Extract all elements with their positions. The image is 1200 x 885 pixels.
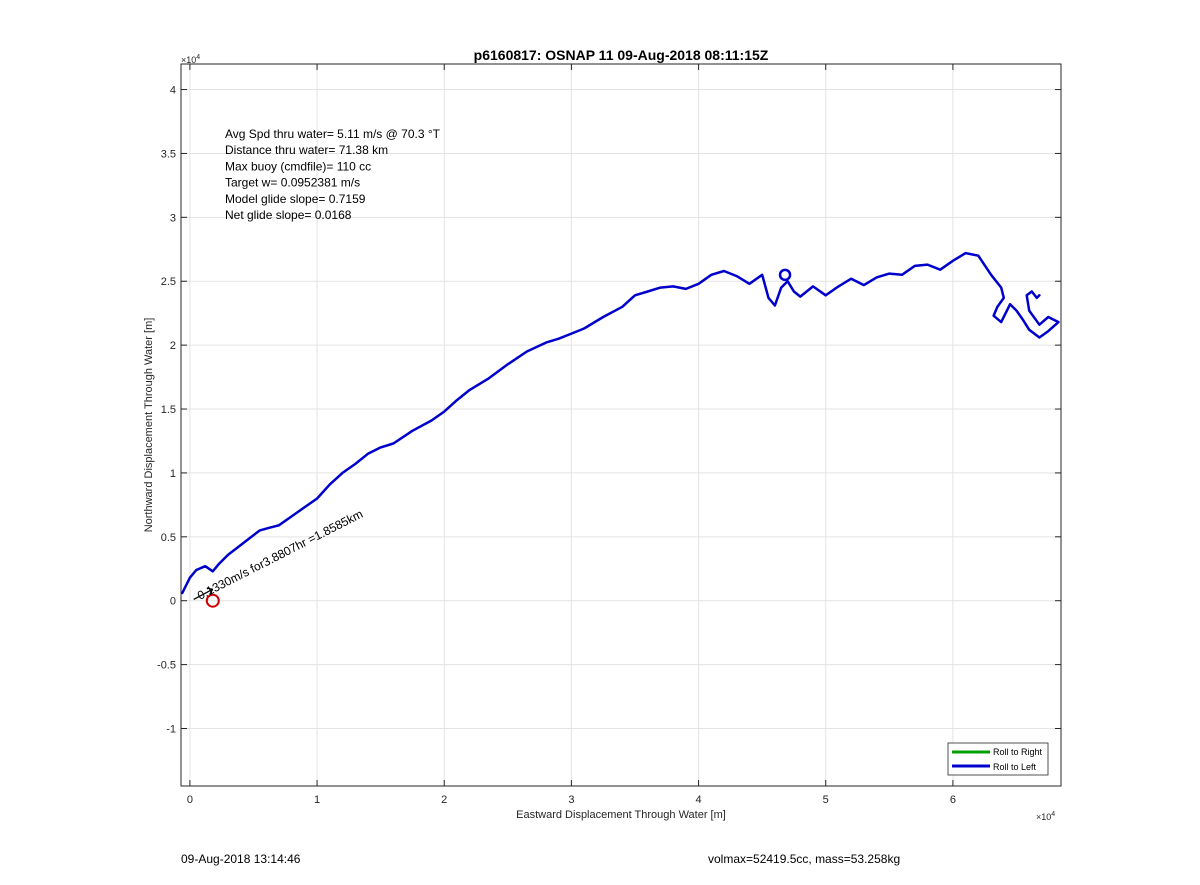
current-arrow xyxy=(193,588,214,600)
stats-line-2: Max buoy (cmdfile)= 110 cc xyxy=(225,159,371,173)
x-exponent-label: ×104 xyxy=(1036,811,1055,822)
series-line-1 xyxy=(181,251,1060,595)
y-exponent-label: ×104 xyxy=(181,54,200,65)
current-arrow-head xyxy=(206,587,214,595)
target-circle xyxy=(205,593,220,608)
y-tick-label-2: 0 xyxy=(170,596,176,608)
stats-line-3: Target w= 0.0952381 m/s xyxy=(225,176,360,190)
ticks: 0 1 2 3 4 5 6 -1 -0.5 0 0.5 1 1.5 2 2.5 3 3.5 4 xyxy=(157,64,1061,806)
footer-timestamp: 09-Aug-2018 13:14:46 xyxy=(181,852,301,866)
legend-box xyxy=(947,742,1049,776)
x-tick-label-6: 6 xyxy=(950,794,956,806)
stats-line-1: Distance thru water= 71.38 km xyxy=(225,143,388,157)
current-label: 0.1330m/s for3.8807hr =1.8585km xyxy=(195,507,365,603)
legend: Roll to Right Roll to Left xyxy=(947,742,1049,776)
legend-label-1: Roll to Left xyxy=(993,762,1037,772)
plot-area xyxy=(180,63,1062,787)
stats-line-5: Net glide slope= 0.0168 xyxy=(225,208,352,222)
y-axis-label: Northward Displacement Through Water [m] xyxy=(143,318,155,533)
x-tick-label-4: 4 xyxy=(696,794,702,806)
stats-annotation: Avg Spd thru water= 5.11 m/s @ 70.3 °T Di… xyxy=(225,127,441,222)
y-tick-label-0: -1 xyxy=(166,723,176,735)
x-tick-label-1: 1 xyxy=(314,794,320,806)
chart-title: p6160817: OSNAP 11 09-Aug-2018 08:11:15Z xyxy=(474,47,769,63)
y-tick-label-8: 3 xyxy=(170,212,176,224)
legend-label-0: Roll to Right xyxy=(993,747,1043,757)
x-tick-label-3: 3 xyxy=(568,794,574,806)
y-tick-label-7: 2.5 xyxy=(161,276,176,288)
stats-line-4: Model glide slope= 0.7159 xyxy=(225,192,366,206)
series-layer xyxy=(181,251,1060,595)
y-tick-label-4: 1 xyxy=(170,468,176,480)
x-tick-label-2: 2 xyxy=(441,794,447,806)
marks xyxy=(193,268,792,608)
y-tick-label-6: 2 xyxy=(170,340,176,352)
y-tick-label-10: 4 xyxy=(170,85,176,97)
stats-line-0: Avg Spd thru water= 5.11 m/s @ 70.3 °T xyxy=(225,127,441,141)
x-axis-label: Eastward Displacement Through Water [m] xyxy=(516,809,726,821)
y-tick-label-9: 3.5 xyxy=(161,148,176,160)
loop-marker xyxy=(778,268,792,282)
y-tick-label-3: 0.5 xyxy=(161,532,176,544)
y-tick-label-5: 1.5 xyxy=(161,404,176,416)
grid xyxy=(181,64,1061,786)
x-tick-label-0: 0 xyxy=(187,794,193,806)
x-tick-label-5: 5 xyxy=(823,794,829,806)
footer-mass-info: volmax=52419.5cc, mass=53.258kg xyxy=(708,852,901,866)
y-tick-label-1: -0.5 xyxy=(157,660,176,672)
